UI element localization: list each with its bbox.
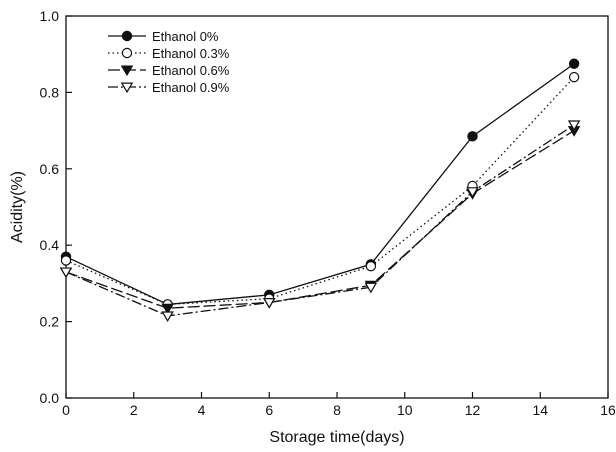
legend-marker xyxy=(120,65,134,77)
x-tick-label: 10 xyxy=(397,402,413,418)
x-tick-label: 16 xyxy=(600,402,616,418)
y-tick-label: 0.6 xyxy=(40,161,60,177)
y-tick-label: 0.8 xyxy=(40,84,60,100)
data-point-series-2 xyxy=(365,261,377,272)
data-point-series-4 xyxy=(161,311,174,322)
x-axis-label: Storage time(days) xyxy=(269,429,404,446)
y-tick-label: 1.0 xyxy=(40,8,60,24)
data-point-series-3 xyxy=(161,303,174,315)
series-layer xyxy=(59,58,581,322)
y-tick-label: 0.4 xyxy=(40,237,60,253)
x-tick-label: 4 xyxy=(198,402,206,418)
data-point-series-4 xyxy=(59,267,73,279)
data-point-series-4 xyxy=(364,282,378,294)
data-point-series-4 xyxy=(263,298,276,309)
legend-label: Ethanol 0.9% xyxy=(152,80,230,95)
legend-marker xyxy=(121,30,133,42)
x-tick-label: 0 xyxy=(62,402,70,418)
x-tick-label: 12 xyxy=(465,402,481,418)
legend-label: Ethanol 0% xyxy=(152,29,219,44)
y-axis-label: Acidity(%) xyxy=(9,171,26,243)
series-line-4 xyxy=(65,124,575,317)
series-line-2 xyxy=(65,76,575,306)
series-line-3 xyxy=(65,130,575,309)
data-point-series-1 xyxy=(467,131,478,142)
data-point-series-2 xyxy=(60,255,72,266)
legend-label: Ethanol 0.6% xyxy=(152,63,230,78)
axis-ticks: 0 2 4 6 8 10 12 14 16 0.0 0.2 0.4 0.6 0.8 1.0 xyxy=(40,8,616,418)
x-tick-label: 6 xyxy=(265,402,273,418)
x-tick-label: 14 xyxy=(532,402,548,418)
legend: Ethanol 0% Ethanol 0.3% Ethanol 0.6% Ethano… xyxy=(108,29,230,95)
data-point-series-4 xyxy=(567,120,581,131)
plot-frame xyxy=(65,15,609,399)
legend-marker xyxy=(121,47,133,59)
series-line-1 xyxy=(65,63,575,306)
legend-label: Ethanol 0.3% xyxy=(152,46,230,61)
legend-marker xyxy=(120,82,134,94)
data-point-series-2 xyxy=(568,71,580,83)
x-tick-label: 8 xyxy=(333,402,341,418)
data-point-series-1 xyxy=(568,58,580,69)
y-tick-label: 0.0 xyxy=(40,390,60,406)
y-tick-label: 0.2 xyxy=(40,314,60,330)
data-point-series-4 xyxy=(466,187,479,198)
x-tick-label: 2 xyxy=(130,402,138,418)
